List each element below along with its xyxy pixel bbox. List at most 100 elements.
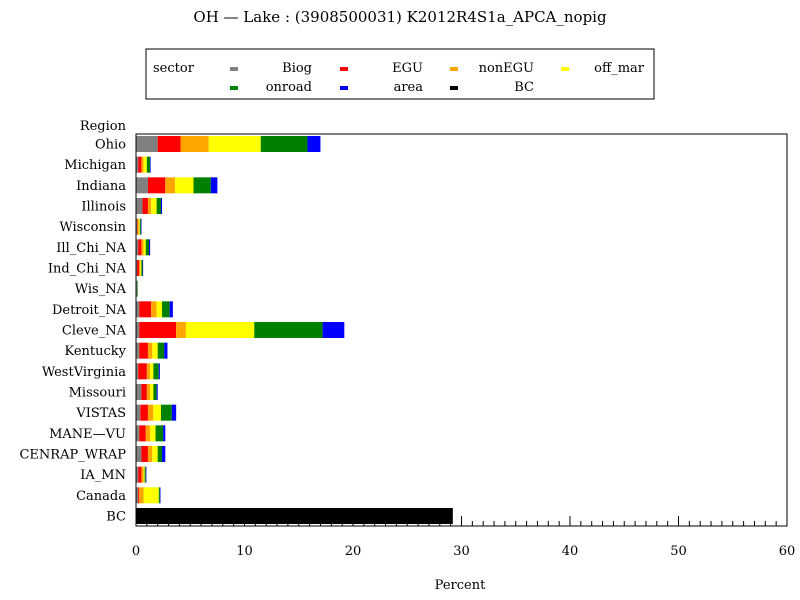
bar-Biog-13 bbox=[136, 404, 141, 421]
bar-area-13 bbox=[171, 404, 177, 421]
bar-area-17 bbox=[159, 487, 161, 504]
bar-area-8 bbox=[169, 301, 173, 318]
bar-nonEGU-12 bbox=[146, 384, 151, 400]
category-label: Ill_Chi_NA bbox=[56, 241, 126, 256]
bar-onroad-13 bbox=[160, 404, 172, 421]
bar-off_mar-2 bbox=[175, 177, 194, 194]
bar-Biog-11 bbox=[136, 363, 139, 380]
category-label: Kentucky bbox=[64, 344, 126, 359]
bar-off_mar-10 bbox=[152, 342, 158, 359]
category-label: Illinois bbox=[81, 200, 126, 215]
bar-nonEGU-13 bbox=[147, 404, 154, 421]
legend-box bbox=[145, 48, 655, 100]
bar-off_mar-6 bbox=[140, 260, 142, 276]
bar-nonEGU-16 bbox=[141, 466, 144, 483]
bar-nonEGU-1 bbox=[141, 156, 144, 173]
bar-EGU-5 bbox=[138, 239, 142, 256]
category-label: VISTAS bbox=[75, 406, 126, 421]
bar-off_mar-14 bbox=[150, 425, 156, 442]
category-label: MANE—VU bbox=[49, 427, 126, 442]
category-label: IA_MN bbox=[80, 468, 126, 483]
bar-nonEGU-17 bbox=[139, 487, 144, 504]
category-label: Canada bbox=[76, 489, 126, 504]
y-axis-label: Region bbox=[80, 119, 127, 134]
bar-off_mar-15 bbox=[152, 446, 158, 462]
legend-swatch-off_mar bbox=[561, 67, 569, 71]
bar-area-16 bbox=[145, 466, 147, 483]
bar-onroad-9 bbox=[254, 322, 323, 338]
bar-off_mar-4 bbox=[138, 218, 140, 235]
bar-onroad-14 bbox=[155, 425, 164, 442]
bar-Biog-7 bbox=[136, 280, 138, 297]
bar-onroad-3 bbox=[156, 198, 161, 214]
bar-Biog-1 bbox=[136, 156, 139, 173]
bar-area-11 bbox=[158, 363, 160, 380]
x-tick-label: 60 bbox=[779, 544, 796, 559]
bar-off_mar-1 bbox=[143, 156, 147, 173]
category-label: Wis_NA bbox=[75, 282, 127, 297]
legend-swatch-onroad bbox=[230, 86, 238, 90]
bar-area-9 bbox=[322, 322, 345, 338]
bar-Biog-0 bbox=[136, 136, 158, 152]
bar-area-15 bbox=[162, 446, 166, 462]
x-tick-label: 0 bbox=[132, 544, 140, 559]
bar-area-5 bbox=[149, 239, 151, 256]
category-label: Wisconsin bbox=[59, 220, 126, 235]
bar-onroad-7 bbox=[137, 280, 138, 297]
category-label: Detroit_NA bbox=[52, 303, 127, 318]
bar-Biog-9 bbox=[136, 322, 140, 338]
bar-Biog-3 bbox=[136, 198, 143, 214]
bar-EGU-14 bbox=[139, 425, 146, 442]
x-axis-label: Percent bbox=[435, 578, 486, 593]
bar-area-0 bbox=[307, 136, 321, 152]
legend-swatch-BC bbox=[450, 86, 458, 90]
bar-nonEGU-11 bbox=[146, 363, 151, 380]
category-label: CENRAP_WRAP bbox=[19, 448, 126, 463]
bar-off_mar-13 bbox=[153, 404, 161, 421]
bar-onroad-4 bbox=[139, 218, 141, 235]
legend-swatch-nonEGU bbox=[450, 67, 458, 71]
bar-nonEGU-10 bbox=[147, 342, 153, 359]
bar-nonEGU-8 bbox=[151, 301, 157, 318]
bar-Biog-8 bbox=[136, 301, 140, 318]
chart-title: OH — Lake : (3908500031) K2012R4S1a_APCA… bbox=[193, 8, 607, 26]
bar-off_mar-12 bbox=[150, 384, 154, 400]
bar-off_mar-9 bbox=[185, 322, 255, 338]
bar-EGU-10 bbox=[139, 342, 148, 359]
bar-EGU-4 bbox=[137, 218, 138, 235]
bar-onroad-1 bbox=[146, 156, 151, 173]
bar-off_mar-5 bbox=[143, 239, 146, 256]
bar-Biog-10 bbox=[136, 342, 140, 359]
bar-area-14 bbox=[163, 425, 166, 442]
bar-area-2 bbox=[210, 177, 218, 194]
bar-onroad-2 bbox=[193, 177, 211, 194]
bar-nonEGU-0 bbox=[180, 136, 209, 152]
legend-label-onroad: onroad bbox=[266, 80, 312, 95]
x-tick-label: 30 bbox=[453, 544, 470, 559]
bar-EGU-9 bbox=[139, 322, 177, 338]
bar-BC-18 bbox=[136, 508, 453, 524]
category-label: Ohio bbox=[95, 138, 126, 153]
category-label: Missouri bbox=[69, 386, 126, 401]
bar-area-10 bbox=[164, 342, 168, 359]
legend-swatch-Biog bbox=[230, 67, 238, 71]
bar-nonEGU-4 bbox=[137, 218, 139, 235]
bar-Biog-12 bbox=[136, 384, 142, 400]
bar-nonEGU-14 bbox=[145, 425, 151, 442]
bar-EGU-16 bbox=[138, 466, 142, 483]
x-axis: 0 10 20 30 40 50 60 bbox=[132, 516, 795, 559]
legend-label-off_mar: off_mar bbox=[594, 61, 645, 76]
category-label: Ind_Chi_NA bbox=[48, 262, 127, 277]
bar-nonEGU-15 bbox=[147, 446, 153, 462]
x-tick-label: 10 bbox=[236, 544, 253, 559]
x-tick-label: 50 bbox=[670, 544, 687, 559]
x-tick-label: 40 bbox=[562, 544, 579, 559]
bar-EGU-11 bbox=[138, 363, 147, 380]
category-label: Indiana bbox=[76, 179, 126, 194]
bar-Biog-4 bbox=[136, 218, 138, 235]
bar-EGU-0 bbox=[157, 136, 181, 152]
category-labels: Ohio Michigan Indiana Illinois Wisconsin Ill_… bbox=[19, 138, 126, 525]
category-label: Cleve_NA bbox=[62, 324, 127, 339]
bar-area-3 bbox=[160, 198, 163, 214]
